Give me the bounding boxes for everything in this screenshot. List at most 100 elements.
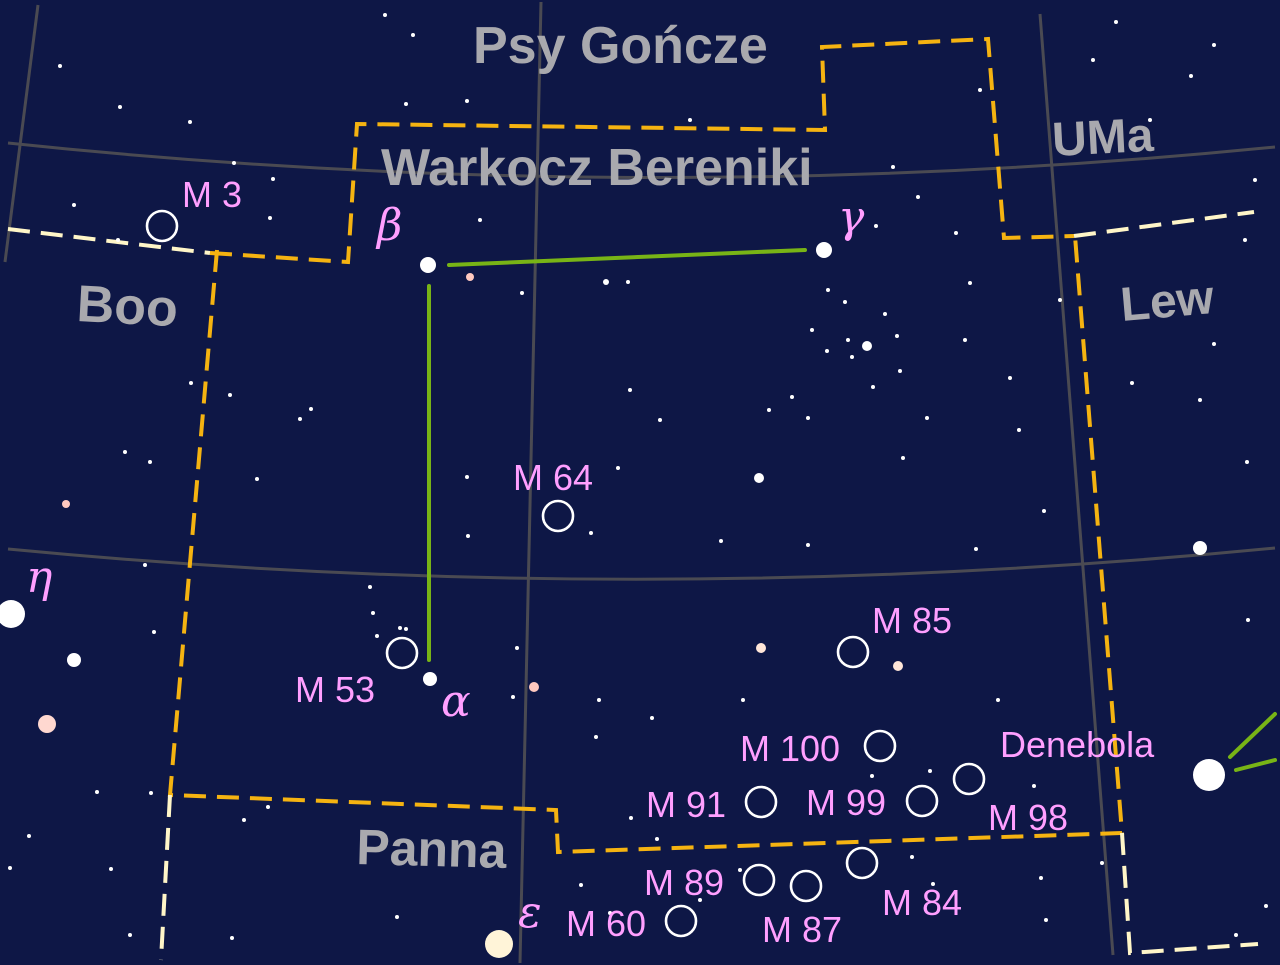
boundary-leo-vir-light (1120, 832, 1259, 956)
faint-star (1044, 918, 1048, 922)
faint-star (95, 790, 99, 794)
label-m64: M 64 (513, 457, 593, 498)
m53-marker (385, 636, 419, 670)
m98-marker (952, 762, 986, 796)
faint-star (1091, 58, 1095, 62)
messier-objects (145, 209, 986, 938)
faint-star (128, 933, 132, 937)
faint-star (629, 816, 633, 820)
m64-marker (541, 499, 575, 533)
faint-star (698, 898, 702, 902)
faint-star (1114, 20, 1118, 24)
faint-star (1234, 933, 1238, 937)
m100-marker (863, 729, 897, 763)
faint-star (719, 539, 723, 543)
faint-star (589, 531, 593, 535)
faint-star (230, 936, 234, 940)
faint-star (974, 547, 978, 551)
m89-marker (742, 863, 776, 897)
label-m100: M 100 (740, 728, 840, 769)
label-m89: M 89 (644, 862, 724, 903)
faint-star (383, 13, 387, 17)
faint-star (1100, 861, 1104, 865)
line-beta-gamma (447, 248, 807, 267)
faint-star (8, 866, 12, 870)
grid-parallel-upper (7, 141, 1276, 180)
faint-star (1253, 178, 1257, 182)
faint-star (1008, 376, 1012, 380)
constellation-names: Psy Gończe Warkocz Bereniki UMa Boo Lew … (75, 17, 1216, 879)
faint-star (118, 105, 122, 109)
star-com-2 (893, 661, 903, 671)
faint-star (1148, 118, 1152, 122)
faint-star (109, 867, 113, 871)
faint-star (810, 328, 814, 332)
boundary-boo-cvn-light (7, 227, 211, 255)
faint-star (898, 369, 902, 373)
faint-star (883, 312, 887, 316)
star-eta (0, 600, 25, 628)
faint-star (511, 695, 515, 699)
faint-star (520, 291, 524, 295)
m60-marker (664, 904, 698, 938)
star-com-1 (754, 473, 764, 483)
faint-star (1198, 398, 1202, 402)
label-epsilon: ε (518, 887, 542, 938)
faint-star (954, 231, 958, 235)
star-cluster-center (862, 341, 872, 351)
label-m91: M 91 (646, 784, 726, 825)
faint-star (843, 300, 847, 304)
label-eta: η (26, 552, 52, 603)
faint-star (790, 395, 794, 399)
faint-star (616, 466, 620, 470)
faint-star (404, 102, 408, 106)
faint-star (1264, 904, 1268, 908)
star-leo-1 (1193, 541, 1207, 555)
faint-star (143, 563, 147, 567)
faint-star (228, 393, 232, 397)
faint-star (928, 769, 932, 773)
faint-star (874, 224, 878, 228)
label-m85: M 85 (872, 600, 952, 641)
faint-star (1243, 238, 1247, 242)
boundary-com-north (209, 36, 1075, 265)
faint-star (688, 118, 692, 122)
label-m60: M 60 (566, 903, 646, 944)
faint-star (1130, 381, 1134, 385)
star-alpha (423, 672, 437, 686)
faint-star (738, 868, 742, 872)
faint-star (978, 88, 982, 92)
m85-marker (836, 635, 870, 669)
faint-star (242, 818, 246, 822)
grid-meridian-1 (3, 4, 40, 263)
faint-star (232, 161, 236, 165)
star-beta (420, 257, 436, 273)
faint-star (123, 450, 127, 454)
faint-star (298, 417, 302, 421)
faint-stars (8, 13, 1268, 940)
coordinate-grid (3, 1, 1276, 964)
faint-star (27, 834, 31, 838)
faint-star (931, 882, 935, 886)
grid-parallel-lower (7, 546, 1276, 581)
bright-stars (0, 242, 1225, 958)
faint-star (466, 534, 470, 538)
faint-star (465, 475, 469, 479)
faint-star (1032, 784, 1036, 788)
faint-star (963, 338, 967, 342)
faint-star (846, 338, 850, 342)
faint-star (891, 165, 895, 169)
label-m87: M 87 (762, 909, 842, 950)
constellation-boundaries (7, 36, 1259, 961)
faint-star (375, 634, 379, 638)
boundary-boo-vir-light (159, 794, 172, 961)
star-boo-2 (38, 715, 56, 733)
faint-star (1042, 509, 1046, 513)
faint-star (1189, 74, 1193, 78)
m84-marker (845, 846, 879, 880)
label-psy-goncze: Psy Gończe (473, 17, 768, 75)
faint-star (411, 33, 415, 37)
star-boo-1 (67, 653, 81, 667)
star-gamma (816, 242, 832, 258)
star-com-5 (466, 273, 474, 281)
